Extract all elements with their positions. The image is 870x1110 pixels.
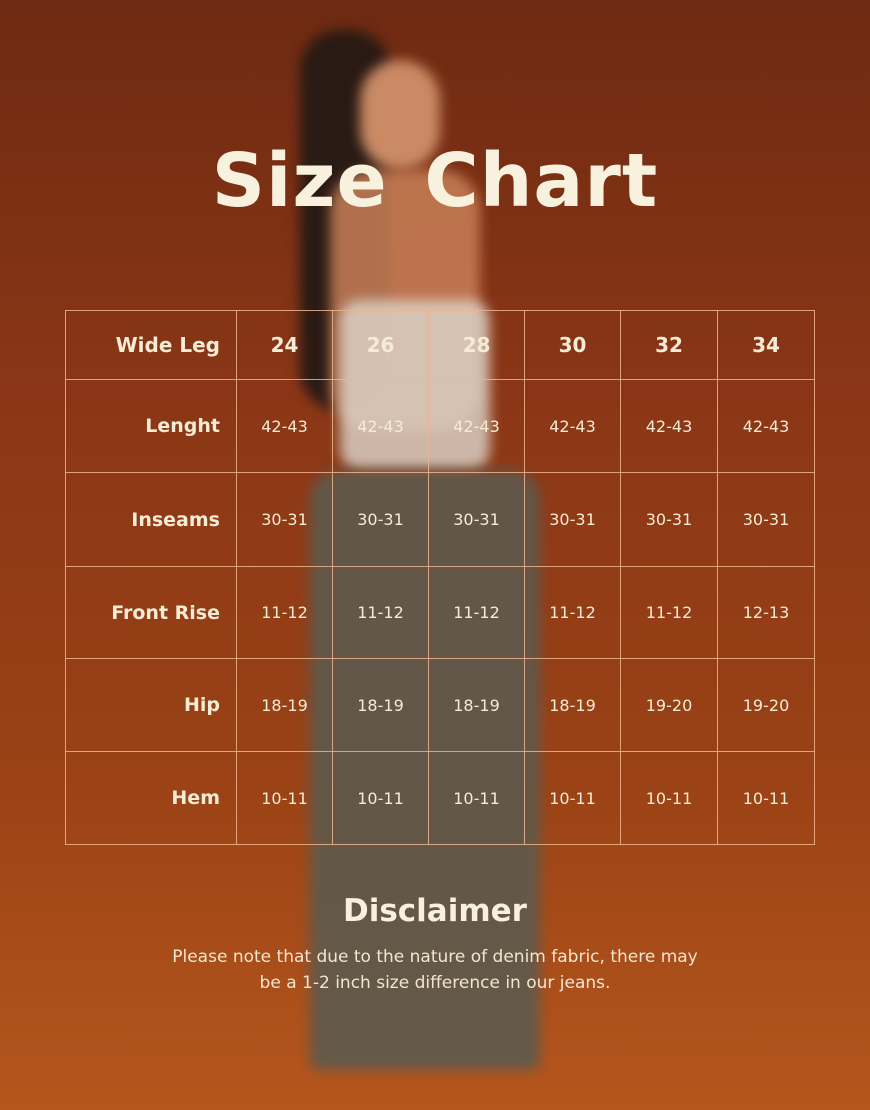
table-cell: 11-12	[428, 566, 525, 659]
table-cell: 42-43	[428, 379, 525, 473]
table-cell: 11-12	[620, 566, 718, 659]
page-title: Size Chart	[211, 138, 659, 224]
table-cell: 10-11	[717, 751, 815, 845]
table-cell: 42-43	[620, 379, 718, 473]
table-cell: 10-11	[332, 751, 429, 845]
table-cell: 19-20	[620, 658, 718, 752]
size-header: 34	[717, 310, 815, 380]
table-cell: 18-19	[236, 658, 333, 752]
table-cell: 30-31	[524, 472, 621, 567]
row-label: Hem	[65, 751, 237, 845]
table-row: Lenght 42-43 42-43 42-43 42-43 42-43 42-43	[65, 379, 815, 473]
size-header: 26	[332, 310, 429, 380]
size-table: Wide Leg 24 26 28 30 32 34 Lenght 42-43 42…	[65, 310, 815, 845]
row-label: Hip	[65, 658, 237, 752]
size-header: 24	[236, 310, 333, 380]
row-label: Inseams	[65, 472, 237, 567]
row-label: Lenght	[65, 379, 237, 473]
table-cell: 30-31	[332, 472, 429, 567]
table-row: Hip 18-19 18-19 18-19 18-19 19-20 19-20	[65, 658, 815, 752]
disclaimer-title: Disclaimer	[343, 893, 527, 929]
table-cell: 11-12	[332, 566, 429, 659]
table-cell: 30-31	[236, 472, 333, 567]
size-header: 32	[620, 310, 718, 380]
table-cell: 12-13	[717, 566, 815, 659]
table-cell: 30-31	[620, 472, 718, 567]
corner-label: Wide Leg	[65, 310, 237, 380]
table-cell: 10-11	[236, 751, 333, 845]
table-cell: 18-19	[524, 658, 621, 752]
table-cell: 42-43	[717, 379, 815, 473]
size-header: 30	[524, 310, 621, 380]
table-header-row: Wide Leg 24 26 28 30 32 34	[65, 310, 815, 380]
table-cell: 10-11	[524, 751, 621, 845]
table-cell: 30-31	[717, 472, 815, 567]
table-cell: 19-20	[717, 658, 815, 752]
size-header: 28	[428, 310, 525, 380]
row-label: Front Rise	[65, 566, 237, 659]
table-cell: 42-43	[236, 379, 333, 473]
table-cell: 42-43	[524, 379, 621, 473]
table-cell: 10-11	[620, 751, 718, 845]
model-head	[360, 60, 440, 170]
table-cell: 42-43	[332, 379, 429, 473]
table-cell: 18-19	[332, 658, 429, 752]
table-cell: 11-12	[524, 566, 621, 659]
table-row: Hem 10-11 10-11 10-11 10-11 10-11 10-11	[65, 751, 815, 845]
table-cell: 10-11	[428, 751, 525, 845]
table-row: Inseams 30-31 30-31 30-31 30-31 30-31 30-31	[65, 472, 815, 567]
table-cell: 11-12	[236, 566, 333, 659]
table-cell: 30-31	[428, 472, 525, 567]
disclaimer-text: Please note that due to the nature of de…	[172, 947, 698, 993]
table-row: Front Rise 11-12 11-12 11-12 11-12 11-12 12-13	[65, 566, 815, 659]
table-cell: 18-19	[428, 658, 525, 752]
